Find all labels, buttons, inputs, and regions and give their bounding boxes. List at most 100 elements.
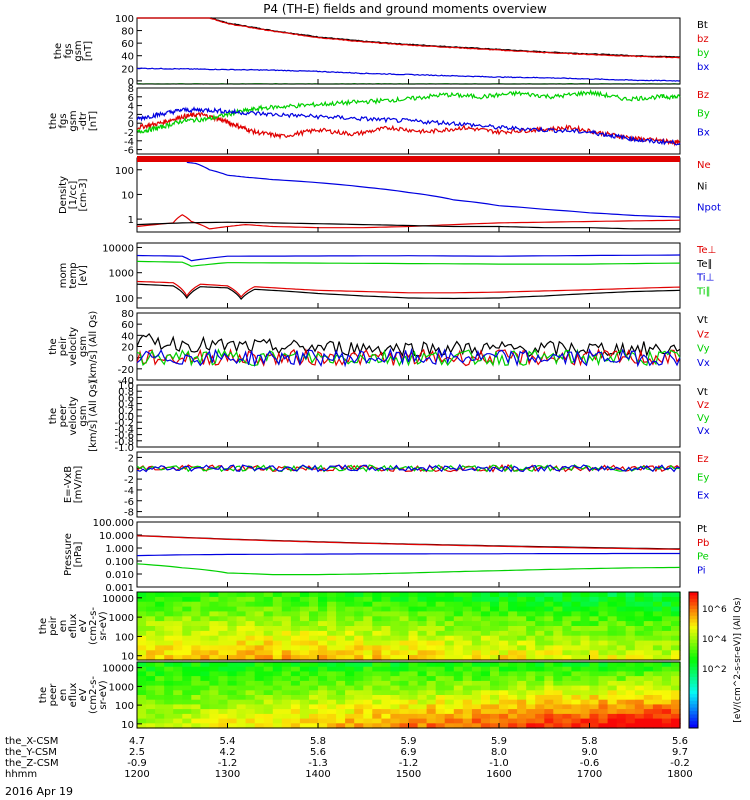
spectrogram-cell (490, 616, 500, 622)
spectrogram-cell (309, 718, 319, 724)
spectrogram-cell (345, 650, 355, 656)
spectrogram-cell (598, 680, 609, 687)
spectrogram-cell (607, 699, 618, 705)
spectrogram-cell (299, 592, 310, 598)
spectrogram-cell (671, 650, 681, 656)
spectrogram-cell (580, 606, 591, 613)
y-axis-label-line: the (48, 408, 59, 424)
spectrogram-cell (462, 680, 473, 687)
spectrogram-cell (399, 621, 410, 627)
spectrogram-cell (671, 704, 681, 710)
spectrogram-cell (173, 611, 183, 617)
spectrogram-cell (671, 601, 681, 608)
spectrogram-cell (236, 626, 247, 632)
y-axis-label-line: mom (58, 263, 69, 289)
spectrogram-cell (137, 645, 147, 651)
spectrogram-cell (336, 635, 346, 642)
spectrogram-cell (544, 635, 554, 642)
spectrogram-cell (254, 616, 265, 622)
spectrogram-cell (327, 640, 337, 647)
ephemeris-value: 4.7 (129, 736, 145, 747)
y-axis-label-line: eV (78, 688, 89, 701)
spectrogram-cell (381, 685, 392, 691)
spectrogram-cell (254, 630, 265, 637)
spectrogram-cell (535, 690, 545, 696)
spectrogram-cell (155, 713, 165, 720)
spectrogram-cell (471, 640, 482, 647)
spectrogram-cell (571, 713, 582, 720)
y-axis-label-line: eflux (68, 614, 79, 639)
spectrogram-cell (290, 616, 301, 622)
spectrogram-cell (164, 621, 174, 627)
spectrogram-cell (146, 592, 156, 598)
spectrogram-cell (643, 640, 654, 647)
spectrogram-cell (137, 713, 147, 720)
spectrogram-cell (562, 695, 573, 701)
spectrogram-cell (218, 592, 229, 598)
spectrogram-cell (462, 640, 473, 647)
spectrogram-cell (299, 596, 310, 603)
y-tick-label: 0 (128, 354, 134, 365)
spectrogram-cell (417, 592, 428, 598)
y-tick-label: 10000 (102, 243, 134, 254)
spectrogram-cell (254, 626, 265, 632)
spectrogram-cell (462, 650, 473, 656)
spectrogram-cell (517, 640, 527, 647)
spectrogram-cell (499, 655, 509, 661)
spectrogram-cell (155, 723, 165, 729)
spectrogram-cell (263, 592, 274, 598)
spectrogram-cell (580, 718, 591, 724)
spectrogram-cell (345, 676, 355, 682)
spectrogram-cell (363, 630, 373, 637)
spectrogram-cell (336, 601, 346, 608)
spectrogram-cell (236, 718, 247, 724)
spectrogram-cell (643, 713, 654, 720)
spectrogram-cell (399, 704, 410, 710)
spectrogram-cell (408, 635, 419, 642)
spectrogram-cell (544, 655, 554, 661)
spectrogram-cell (589, 635, 600, 642)
spectrogram-cell (390, 718, 401, 724)
spectrogram-cell (526, 718, 536, 724)
spectrogram-cell (453, 626, 464, 632)
spectrogram-cell (535, 699, 545, 705)
spectrogram-cell (444, 666, 455, 672)
spectrogram-cell (155, 621, 165, 627)
spectrogram-cell (598, 685, 609, 691)
spectrogram-cell (671, 709, 681, 715)
panel-pressure: 100.00010.0001.0000.1000.0100.001Pressur… (63, 518, 709, 594)
spectrogram-cell (363, 680, 373, 687)
spectrogram-cell (236, 655, 247, 661)
spectrogram-cell (553, 630, 563, 637)
spectrogram-cell (281, 611, 292, 617)
spectrogram-cell (137, 699, 147, 705)
spectrogram-cell (562, 592, 573, 598)
spectrogram-cell (200, 630, 211, 637)
spectrogram-cell (462, 626, 473, 632)
series-Pi (136, 552, 680, 557)
spectrogram-cell (263, 616, 274, 622)
spectrogram-cell (444, 630, 455, 637)
spectrogram-cell (544, 626, 554, 632)
spectrogram-cell (499, 640, 509, 647)
spectrogram-cell (616, 709, 627, 715)
spectrogram-cell (272, 596, 283, 603)
spectrogram-cell (164, 685, 174, 691)
spectrogram-cell (155, 666, 165, 672)
y-axis-label-line: the (38, 618, 49, 634)
spectrogram-cell (499, 616, 509, 622)
spectrogram-cell (589, 671, 600, 677)
spectrogram-cell (480, 645, 491, 651)
spectrogram-cell (309, 709, 319, 715)
spectrogram-cell (471, 630, 482, 637)
spectrogram-cell (299, 690, 310, 696)
spectrogram-cell (652, 655, 663, 661)
spectrogram-cell (634, 680, 645, 687)
spectrogram-cell (562, 640, 573, 647)
spectrogram-cell (643, 704, 654, 710)
spectrogram-cell (625, 709, 636, 715)
spectrogram-cell (417, 676, 428, 682)
spectrogram-cell (399, 723, 410, 729)
spectrogram-cell (517, 650, 527, 656)
